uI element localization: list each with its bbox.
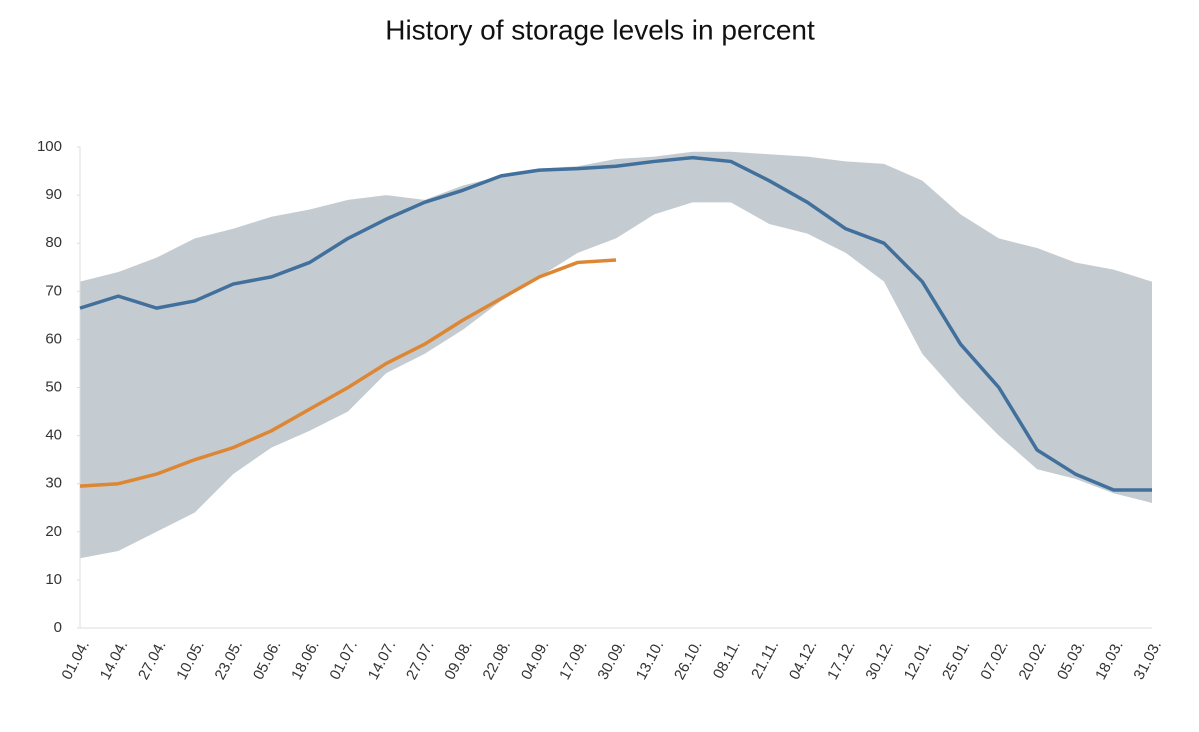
x-tick-label: 14.07. (365, 638, 400, 683)
y-tick-label: 30 (45, 475, 62, 492)
x-tick-label: 07.02. (977, 638, 1012, 683)
x-tick-label: 13.10. (633, 638, 668, 683)
y-tick-label: 50 (45, 378, 62, 395)
x-tick-label: 01.04. (58, 638, 93, 683)
x-tick-label: 22.08. (480, 638, 515, 683)
x-tick-label: 10.05. (173, 638, 208, 683)
x-tick-label: 21.11. (748, 638, 782, 682)
x-tick-label: 14.04. (97, 638, 132, 683)
range-band (80, 151, 1152, 559)
series-line (79, 258, 617, 488)
x-tick-label: 26.10. (671, 638, 706, 683)
y-tick-label: 80 (45, 234, 62, 251)
x-tick-label: 17.09. (556, 638, 591, 683)
x-tick-label: 18.06. (288, 638, 323, 683)
x-tick-label: 05.03. (1054, 638, 1089, 683)
y-tick-label: 60 (45, 330, 62, 347)
x-tick-label: 04.09. (518, 638, 553, 683)
x-tick-label: 08.11. (710, 638, 744, 682)
x-tick-label: 20.02. (1016, 638, 1051, 683)
y-tick-label: 0 (54, 619, 62, 636)
x-tick-label: 27.04. (135, 638, 170, 683)
y-tick-label: 10 (45, 571, 62, 588)
series-line (79, 155, 1152, 492)
x-tick-label: 01.07. (326, 638, 361, 683)
chart-title: History of storage levels in percent (385, 14, 815, 45)
x-tick-label: 25.01. (939, 638, 974, 683)
y-tick-label: 40 (45, 427, 62, 444)
x-tick-label: 12.01. (901, 638, 936, 683)
x-tick-label: 17.12. (824, 638, 859, 683)
x-tick-label: 18.03. (1092, 638, 1127, 683)
x-tick-label: 23.05. (212, 638, 247, 683)
y-tick-label: 20 (45, 523, 62, 540)
y-tick-label: 90 (45, 186, 62, 203)
x-tick-label: 27.07. (403, 638, 438, 683)
y-tick-label: 70 (45, 282, 62, 299)
x-tick-label: 05.06. (250, 638, 285, 683)
x-tick-label: 30.12. (862, 638, 897, 683)
x-tick-label: 04.12. (786, 638, 821, 683)
x-tick-label: 31.03. (1130, 638, 1165, 683)
x-tick-label: 30.09. (594, 638, 629, 683)
x-tick-label: 09.08. (441, 638, 476, 683)
y-tick-label: 100 (37, 138, 62, 155)
